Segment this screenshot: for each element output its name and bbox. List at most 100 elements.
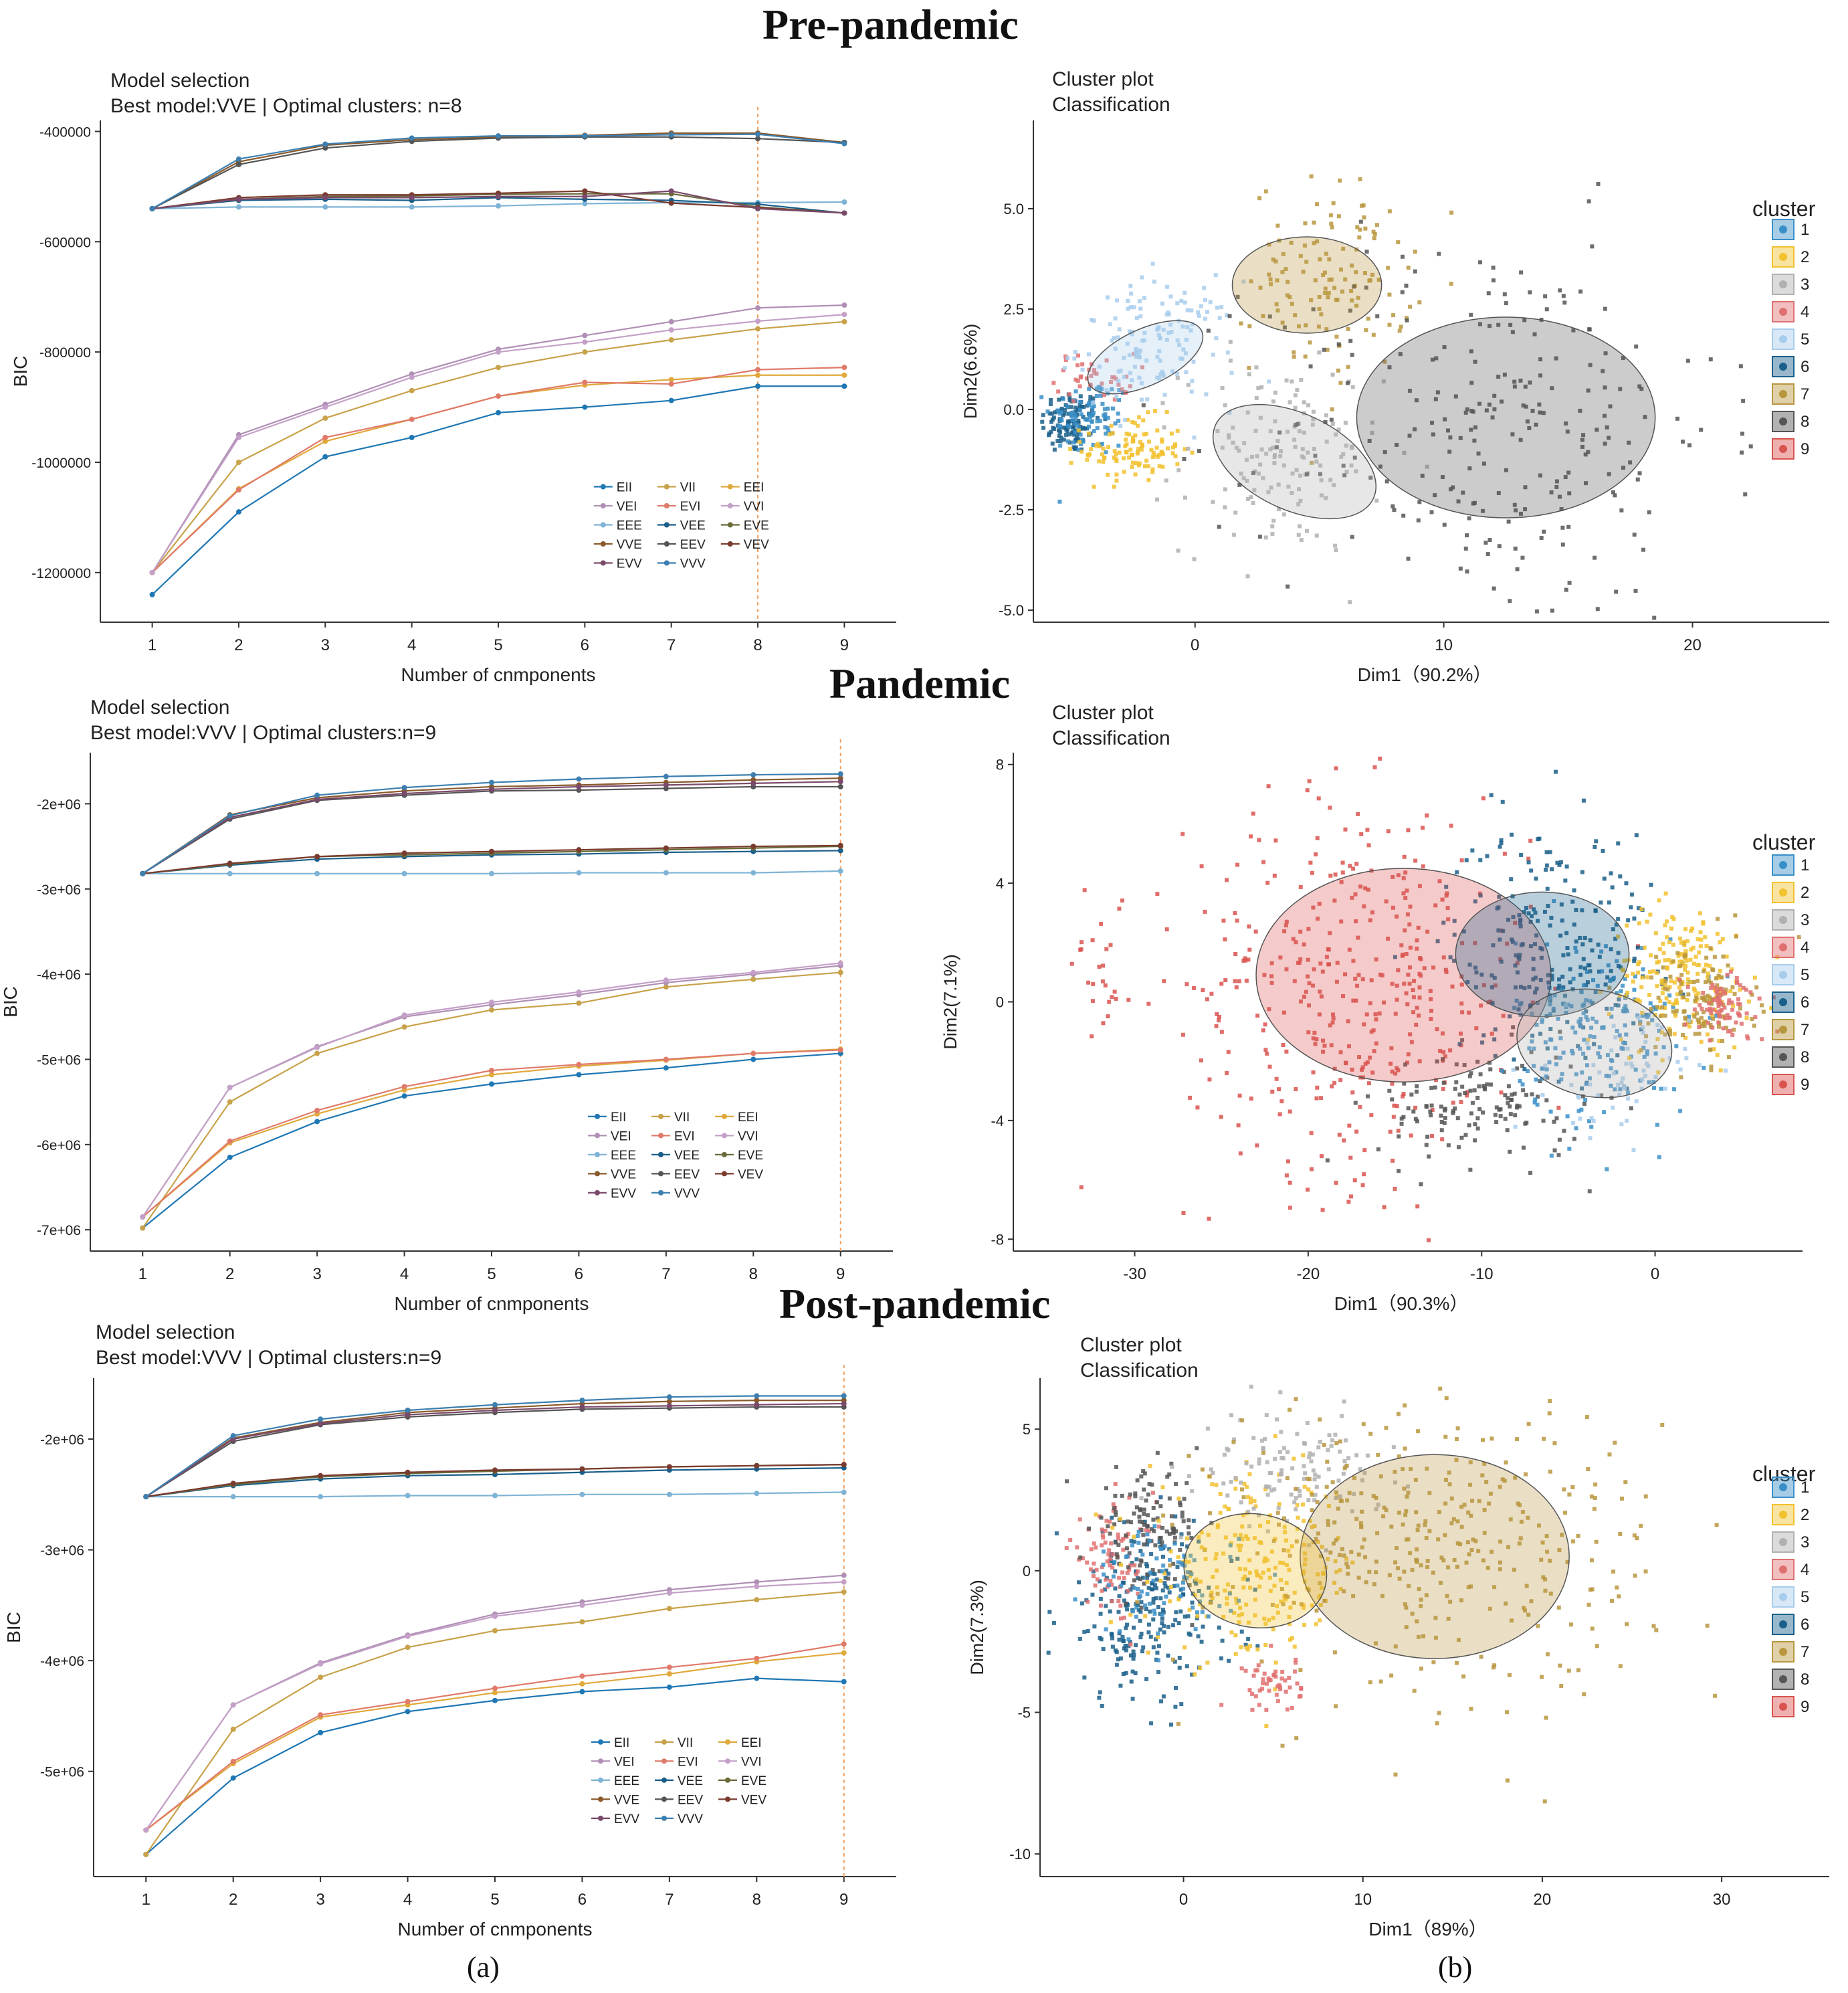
data-point-cl2 [1685,981,1690,986]
data-point-cl9 [1311,905,1316,910]
data-point-cl2 [1302,1519,1306,1523]
data-point-cl6 [1158,1596,1163,1601]
data-point-cl8 [1182,1497,1187,1501]
data-point-cl5 [1105,295,1110,300]
legend-key-symbol-5 [1779,335,1787,343]
data-point-cl7 [1289,240,1294,245]
data-point-cl8 [1439,1120,1444,1125]
data-point-cl9 [1237,1093,1242,1098]
data-point-cl6 [1148,1609,1152,1614]
data-point-cl1 [1140,1552,1145,1557]
data-point-cl7 [1563,1511,1568,1515]
data-point-cl9 [1237,979,1241,983]
data-point-cl7 [1487,1606,1492,1611]
data-point-cl3 [1302,400,1306,405]
x-tick-label: 1 [148,636,157,654]
data-point-cl9 [1306,1188,1310,1192]
data-point-cl7 [1371,333,1376,337]
data-point-cl6 [1207,1586,1211,1590]
data-point-cl4 [1100,381,1104,386]
data-point-cl4 [1108,1519,1112,1524]
data-point-cl7 [1461,1674,1466,1679]
data-point-cl2 [1688,957,1693,962]
data-point-cl1 [1591,978,1596,983]
data-point-cl7 [1500,1477,1505,1482]
data-point-cl5 [1189,308,1194,313]
data-point-cl7 [1316,1531,1321,1536]
data-point-cl2 [1693,955,1698,959]
data-point-cl7 [1552,1441,1557,1446]
data-point-cl6 [1126,1644,1131,1648]
data-point-cl4 [1734,1020,1738,1025]
data-point-cl6 [1041,425,1046,430]
data-point-cl8 [1513,1113,1518,1118]
data-point-cl9 [1372,1049,1376,1054]
data-point-cl6 [1499,838,1504,843]
data-point-cl7 [1374,223,1379,227]
legend-dot-EII [595,1113,600,1119]
data-point-cl8 [1178,1503,1183,1507]
series-point-EII [401,1093,407,1099]
data-point-cl9 [1332,1080,1337,1085]
data-point-cl9 [1318,989,1322,994]
data-point-cl2 [1135,423,1140,428]
series-point-EVI [841,1641,847,1647]
series-point-VII [754,1597,760,1603]
data-point-cl9 [1366,887,1370,892]
data-point-cl2 [1718,940,1722,945]
data-point-cl5 [1166,310,1170,315]
data-point-cl1 [1560,987,1565,992]
data-point-cl3 [1229,1479,1233,1484]
data-point-cl7 [1526,1612,1531,1617]
data-point-cl9 [1217,1018,1221,1023]
data-point-cl8 [1510,432,1515,437]
data-point-cl7 [1296,324,1301,328]
data-point-cl6 [1544,850,1549,854]
data-point-cl7 [1557,1547,1562,1552]
data-point-cl7 [1448,1600,1453,1604]
data-point-cl1 [1559,1077,1564,1082]
data-point-cl6 [1570,899,1575,904]
data-point-cl8 [1485,552,1490,557]
data-point-cl2 [1690,926,1695,931]
data-point-cl4 [1094,1545,1098,1550]
data-point-cl4 [1111,1502,1116,1507]
data-point-cl3 [1233,1475,1238,1480]
data-point-cl7 [1446,1616,1451,1621]
data-point-cl2 [1252,1499,1257,1503]
data-point-cl1 [1576,1109,1581,1113]
data-point-cl6 [1116,1657,1120,1662]
data-point-cl1 [1623,1004,1628,1008]
data-point-cl9 [1298,957,1303,961]
legend-label-8: 8 [1801,1671,1809,1689]
series-point-VII [666,1606,672,1612]
data-point-cl2 [1159,450,1164,454]
data-point-cl6 [1512,1057,1516,1062]
data-point-cl8 [1685,359,1690,363]
data-point-cl5 [1267,379,1271,384]
data-point-cl2 [1195,1614,1200,1619]
series-point-EVI [405,1699,411,1705]
data-point-cl8 [1411,1109,1416,1114]
series-point-EEE [409,204,415,210]
data-point-cl6 [1520,942,1525,947]
data-point-cl3 [1215,429,1220,434]
data-point-cl6 [1597,955,1602,959]
data-point-cl7 [1298,1668,1303,1673]
data-point-cl7 [1415,1558,1419,1563]
data-point-cl6 [1130,1697,1135,1701]
data-point-cl1 [1547,985,1552,989]
y-axis-label: BIC [10,356,31,387]
data-point-cl7 [1280,320,1285,325]
data-point-cl6 [1077,1580,1082,1585]
data-point-cl1 [1192,1558,1197,1563]
data-point-cl8 [1142,1542,1146,1547]
legend-key-symbol-1 [1779,861,1787,869]
data-point-cl3 [1303,1471,1308,1476]
data-point-cl6 [1145,1576,1150,1580]
data-point-cl8 [1365,1094,1370,1099]
data-point-cl8 [1424,1104,1429,1109]
data-point-cl8 [1534,609,1539,613]
series-point-EEE [401,870,407,876]
data-point-cl6 [1144,1542,1149,1547]
